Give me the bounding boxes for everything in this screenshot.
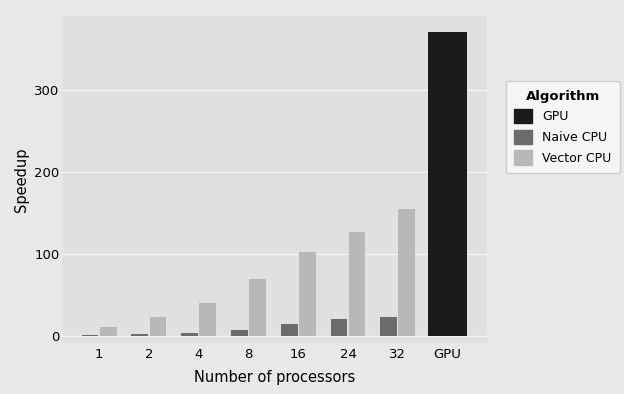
Bar bbox=[299, 252, 316, 336]
X-axis label: Number of processors: Number of processors bbox=[194, 370, 355, 385]
Bar bbox=[281, 324, 298, 336]
Bar bbox=[399, 209, 415, 336]
Bar bbox=[181, 333, 198, 336]
Bar bbox=[150, 317, 167, 336]
Bar bbox=[132, 334, 148, 336]
Bar bbox=[331, 319, 348, 336]
Bar bbox=[100, 327, 117, 336]
Y-axis label: Speedup: Speedup bbox=[14, 147, 29, 212]
Bar bbox=[349, 232, 366, 336]
Bar bbox=[427, 32, 467, 336]
Legend: GPU, Naive CPU, Vector CPU: GPU, Naive CPU, Vector CPU bbox=[505, 81, 620, 173]
Bar bbox=[381, 317, 397, 336]
Bar bbox=[249, 279, 266, 336]
Bar bbox=[231, 330, 248, 336]
Bar bbox=[82, 335, 99, 336]
Bar bbox=[199, 303, 216, 336]
